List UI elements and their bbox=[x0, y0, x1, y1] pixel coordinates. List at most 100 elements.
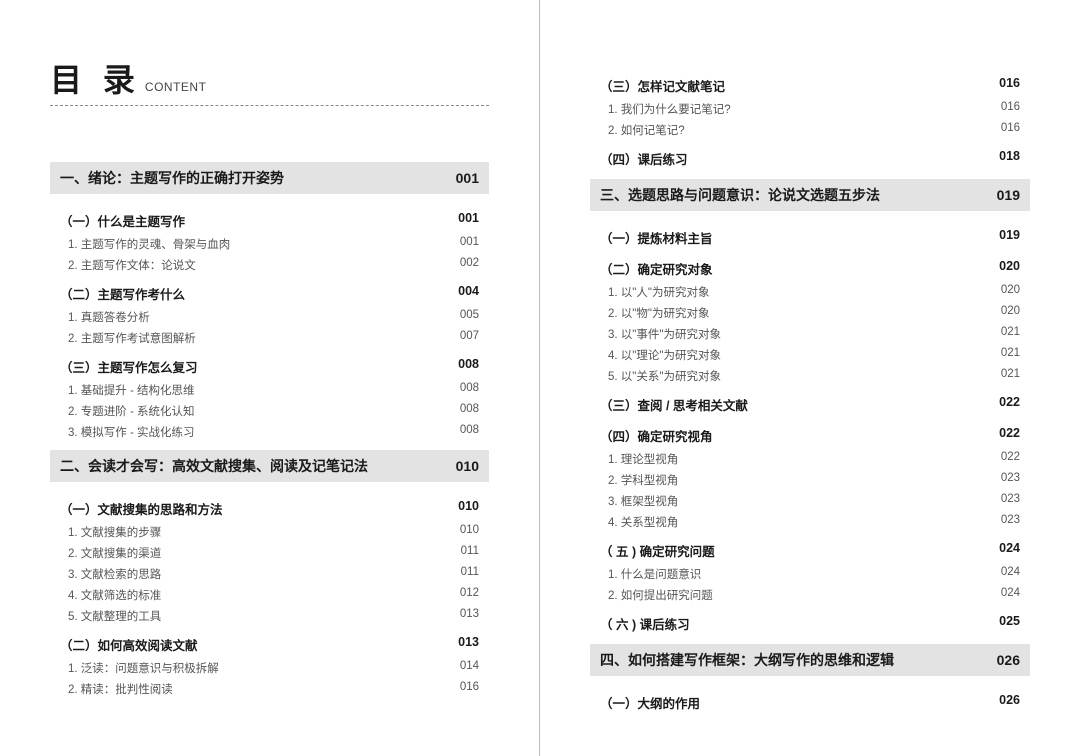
item-row: 4. 文献筛选的标准012 bbox=[50, 584, 489, 605]
item-title: 3. 文献检索的思路 bbox=[68, 566, 161, 582]
item-row: 5. 文献整理的工具 013 bbox=[50, 605, 489, 626]
item-page: 021 bbox=[1001, 368, 1020, 384]
chapter-page: 026 bbox=[997, 652, 1020, 668]
item-page: 024 bbox=[1001, 587, 1020, 603]
chapter-page: 019 bbox=[997, 187, 1020, 203]
section-title: （二）主题写作考什么 bbox=[60, 284, 185, 303]
chapter-row: 二、会读才会写：高效文献搜集、阅读及记笔记法010 bbox=[50, 450, 489, 482]
item-row: 3. 文献检索的思路 011 bbox=[50, 563, 489, 584]
item-row: 1. 以"人"为研究对象 020 bbox=[590, 281, 1030, 302]
section-row: （三）主题写作怎么复习008 bbox=[50, 354, 489, 379]
item-page: 020 bbox=[1001, 284, 1020, 300]
item-row: 2. 以"物"为研究对象020 bbox=[590, 302, 1030, 323]
item-page: 023 bbox=[1001, 493, 1020, 509]
section-row: （四）课后练习018 bbox=[590, 146, 1030, 171]
item-title: 1. 泛读：问题意识与积极拆解 bbox=[68, 660, 219, 676]
section-row: （一）什么是主题写作001 bbox=[50, 208, 489, 233]
section-page: 001 bbox=[458, 211, 479, 230]
toc-sub-title: CONTENT bbox=[145, 80, 207, 94]
item-page: 011 bbox=[461, 566, 479, 582]
item-page: 002 bbox=[460, 257, 479, 273]
item-title: 1. 什么是问题意识 bbox=[608, 566, 701, 582]
section-row: （一）提炼材料主旨 019 bbox=[590, 225, 1030, 250]
section-page: 024 bbox=[999, 541, 1020, 560]
chapter-page: 001 bbox=[456, 170, 479, 186]
section-row: （一）大纲的作用 026 bbox=[590, 690, 1030, 715]
section-row: （二）主题写作考什么 004 bbox=[50, 281, 489, 306]
item-page: 008 bbox=[460, 403, 479, 419]
section-row: （二）确定研究对象 020 bbox=[590, 256, 1030, 281]
item-page: 005 bbox=[460, 309, 479, 325]
item-row: 5. 以"关系"为研究对象 021 bbox=[590, 365, 1030, 386]
section-title: （二）如何高效阅读文献 bbox=[60, 635, 198, 654]
section-title: （一）大纲的作用 bbox=[600, 693, 700, 712]
item-row: 1. 基础提升 - 结构化思维008 bbox=[50, 379, 489, 400]
item-page: 013 bbox=[460, 608, 479, 624]
item-page: 021 bbox=[1001, 347, 1020, 363]
item-page: 016 bbox=[1001, 101, 1020, 117]
section-page: 020 bbox=[999, 259, 1020, 278]
item-title: 1. 以"人"为研究对象 bbox=[608, 284, 709, 300]
item-row: 2. 如何记笔记?016 bbox=[590, 119, 1030, 140]
item-page: 024 bbox=[1001, 566, 1020, 582]
chapter-title: 三、选题思路与问题意识：论说文选题五步法 bbox=[600, 185, 880, 205]
item-title: 4. 文献筛选的标准 bbox=[68, 587, 161, 603]
section-title: （二）确定研究对象 bbox=[600, 259, 713, 278]
section-page: 008 bbox=[458, 357, 479, 376]
item-title: 3. 框架型视角 bbox=[608, 493, 678, 509]
item-title: 1. 文献搜集的步骤 bbox=[68, 524, 161, 540]
section-title: （一）提炼材料主旨 bbox=[600, 228, 713, 247]
item-title: 2. 如何提出研究问题 bbox=[608, 587, 713, 603]
item-title: 3. 以"事件"为研究对象 bbox=[608, 326, 721, 342]
item-row: 2. 学科型视角023 bbox=[590, 469, 1030, 490]
divider-line bbox=[50, 105, 489, 106]
chapter-page: 010 bbox=[456, 458, 479, 474]
item-title: 5. 以"关系"为研究对象 bbox=[608, 368, 721, 384]
section-page: 004 bbox=[458, 284, 479, 303]
item-title: 5. 文献整理的工具 bbox=[68, 608, 161, 624]
item-title: 2. 学科型视角 bbox=[608, 472, 678, 488]
section-title: （三）查阅 / 思考相关文献 bbox=[600, 395, 748, 414]
section-title: （ 五 ) 确定研究问题 bbox=[600, 541, 715, 560]
item-page: 021 bbox=[1001, 326, 1020, 342]
left-entries: 一、绪论：主题写作的正确打开姿势001（一）什么是主题写作0011. 主题写作的… bbox=[50, 162, 489, 699]
chapter-row: 四、如何搭建写作框架：大纲写作的思维和逻辑 026 bbox=[590, 644, 1030, 676]
item-title: 2. 主题写作考试意图解析 bbox=[68, 330, 196, 346]
item-row: 2. 精读：批判性阅读016 bbox=[50, 678, 489, 699]
section-title: （四）确定研究视角 bbox=[600, 426, 713, 445]
item-row: 1. 理论型视角 022 bbox=[590, 448, 1030, 469]
item-page: 016 bbox=[1001, 122, 1020, 138]
right-page: （三）怎样记文献笔记0161. 我们为什么要记笔记?0162. 如何记笔记?01… bbox=[540, 0, 1080, 756]
item-row: 3. 框架型视角 023 bbox=[590, 490, 1030, 511]
section-row: （一）文献搜集的思路和方法010 bbox=[50, 496, 489, 521]
toc-main-title: 目 录 bbox=[50, 55, 141, 101]
section-row: （三）查阅 / 思考相关文献022 bbox=[590, 392, 1030, 417]
item-row: 3. 以"事件"为研究对象 021 bbox=[590, 323, 1030, 344]
section-page: 018 bbox=[999, 149, 1020, 168]
item-row: 1. 真题答卷分析005 bbox=[50, 306, 489, 327]
section-row: （二）如何高效阅读文献013 bbox=[50, 632, 489, 657]
section-page: 026 bbox=[999, 693, 1020, 712]
item-title: 3. 模拟写作 - 实战化练习 bbox=[68, 424, 195, 440]
item-page: 010 bbox=[460, 524, 479, 540]
item-title: 1. 理论型视角 bbox=[608, 451, 678, 467]
section-title: （三）怎样记文献笔记 bbox=[600, 76, 725, 95]
item-page: 008 bbox=[460, 382, 479, 398]
section-page: 019 bbox=[999, 228, 1020, 247]
item-row: 3. 模拟写作 - 实战化练习008 bbox=[50, 421, 489, 442]
item-row: 2. 主题写作文体：论说文002 bbox=[50, 254, 489, 275]
item-row: 1. 什么是问题意识 024 bbox=[590, 563, 1030, 584]
item-page: 001 bbox=[460, 236, 479, 252]
section-title: （ 六 ) 课后练习 bbox=[600, 614, 690, 633]
section-page: 025 bbox=[999, 614, 1020, 633]
right-entries: （三）怎样记文献笔记0161. 我们为什么要记笔记?0162. 如何记笔记?01… bbox=[590, 73, 1030, 715]
item-row: 2. 文献搜集的渠道011 bbox=[50, 542, 489, 563]
chapter-title: 四、如何搭建写作框架：大纲写作的思维和逻辑 bbox=[600, 650, 894, 670]
item-title: 2. 专题进阶 - 系统化认知 bbox=[68, 403, 195, 419]
item-title: 2. 文献搜集的渠道 bbox=[68, 545, 161, 561]
item-row: 1. 泛读：问题意识与积极拆解014 bbox=[50, 657, 489, 678]
item-row: 1. 我们为什么要记笔记?016 bbox=[590, 98, 1030, 119]
section-page: 010 bbox=[458, 499, 479, 518]
item-page: 022 bbox=[1001, 451, 1020, 467]
section-page: 022 bbox=[999, 426, 1020, 445]
